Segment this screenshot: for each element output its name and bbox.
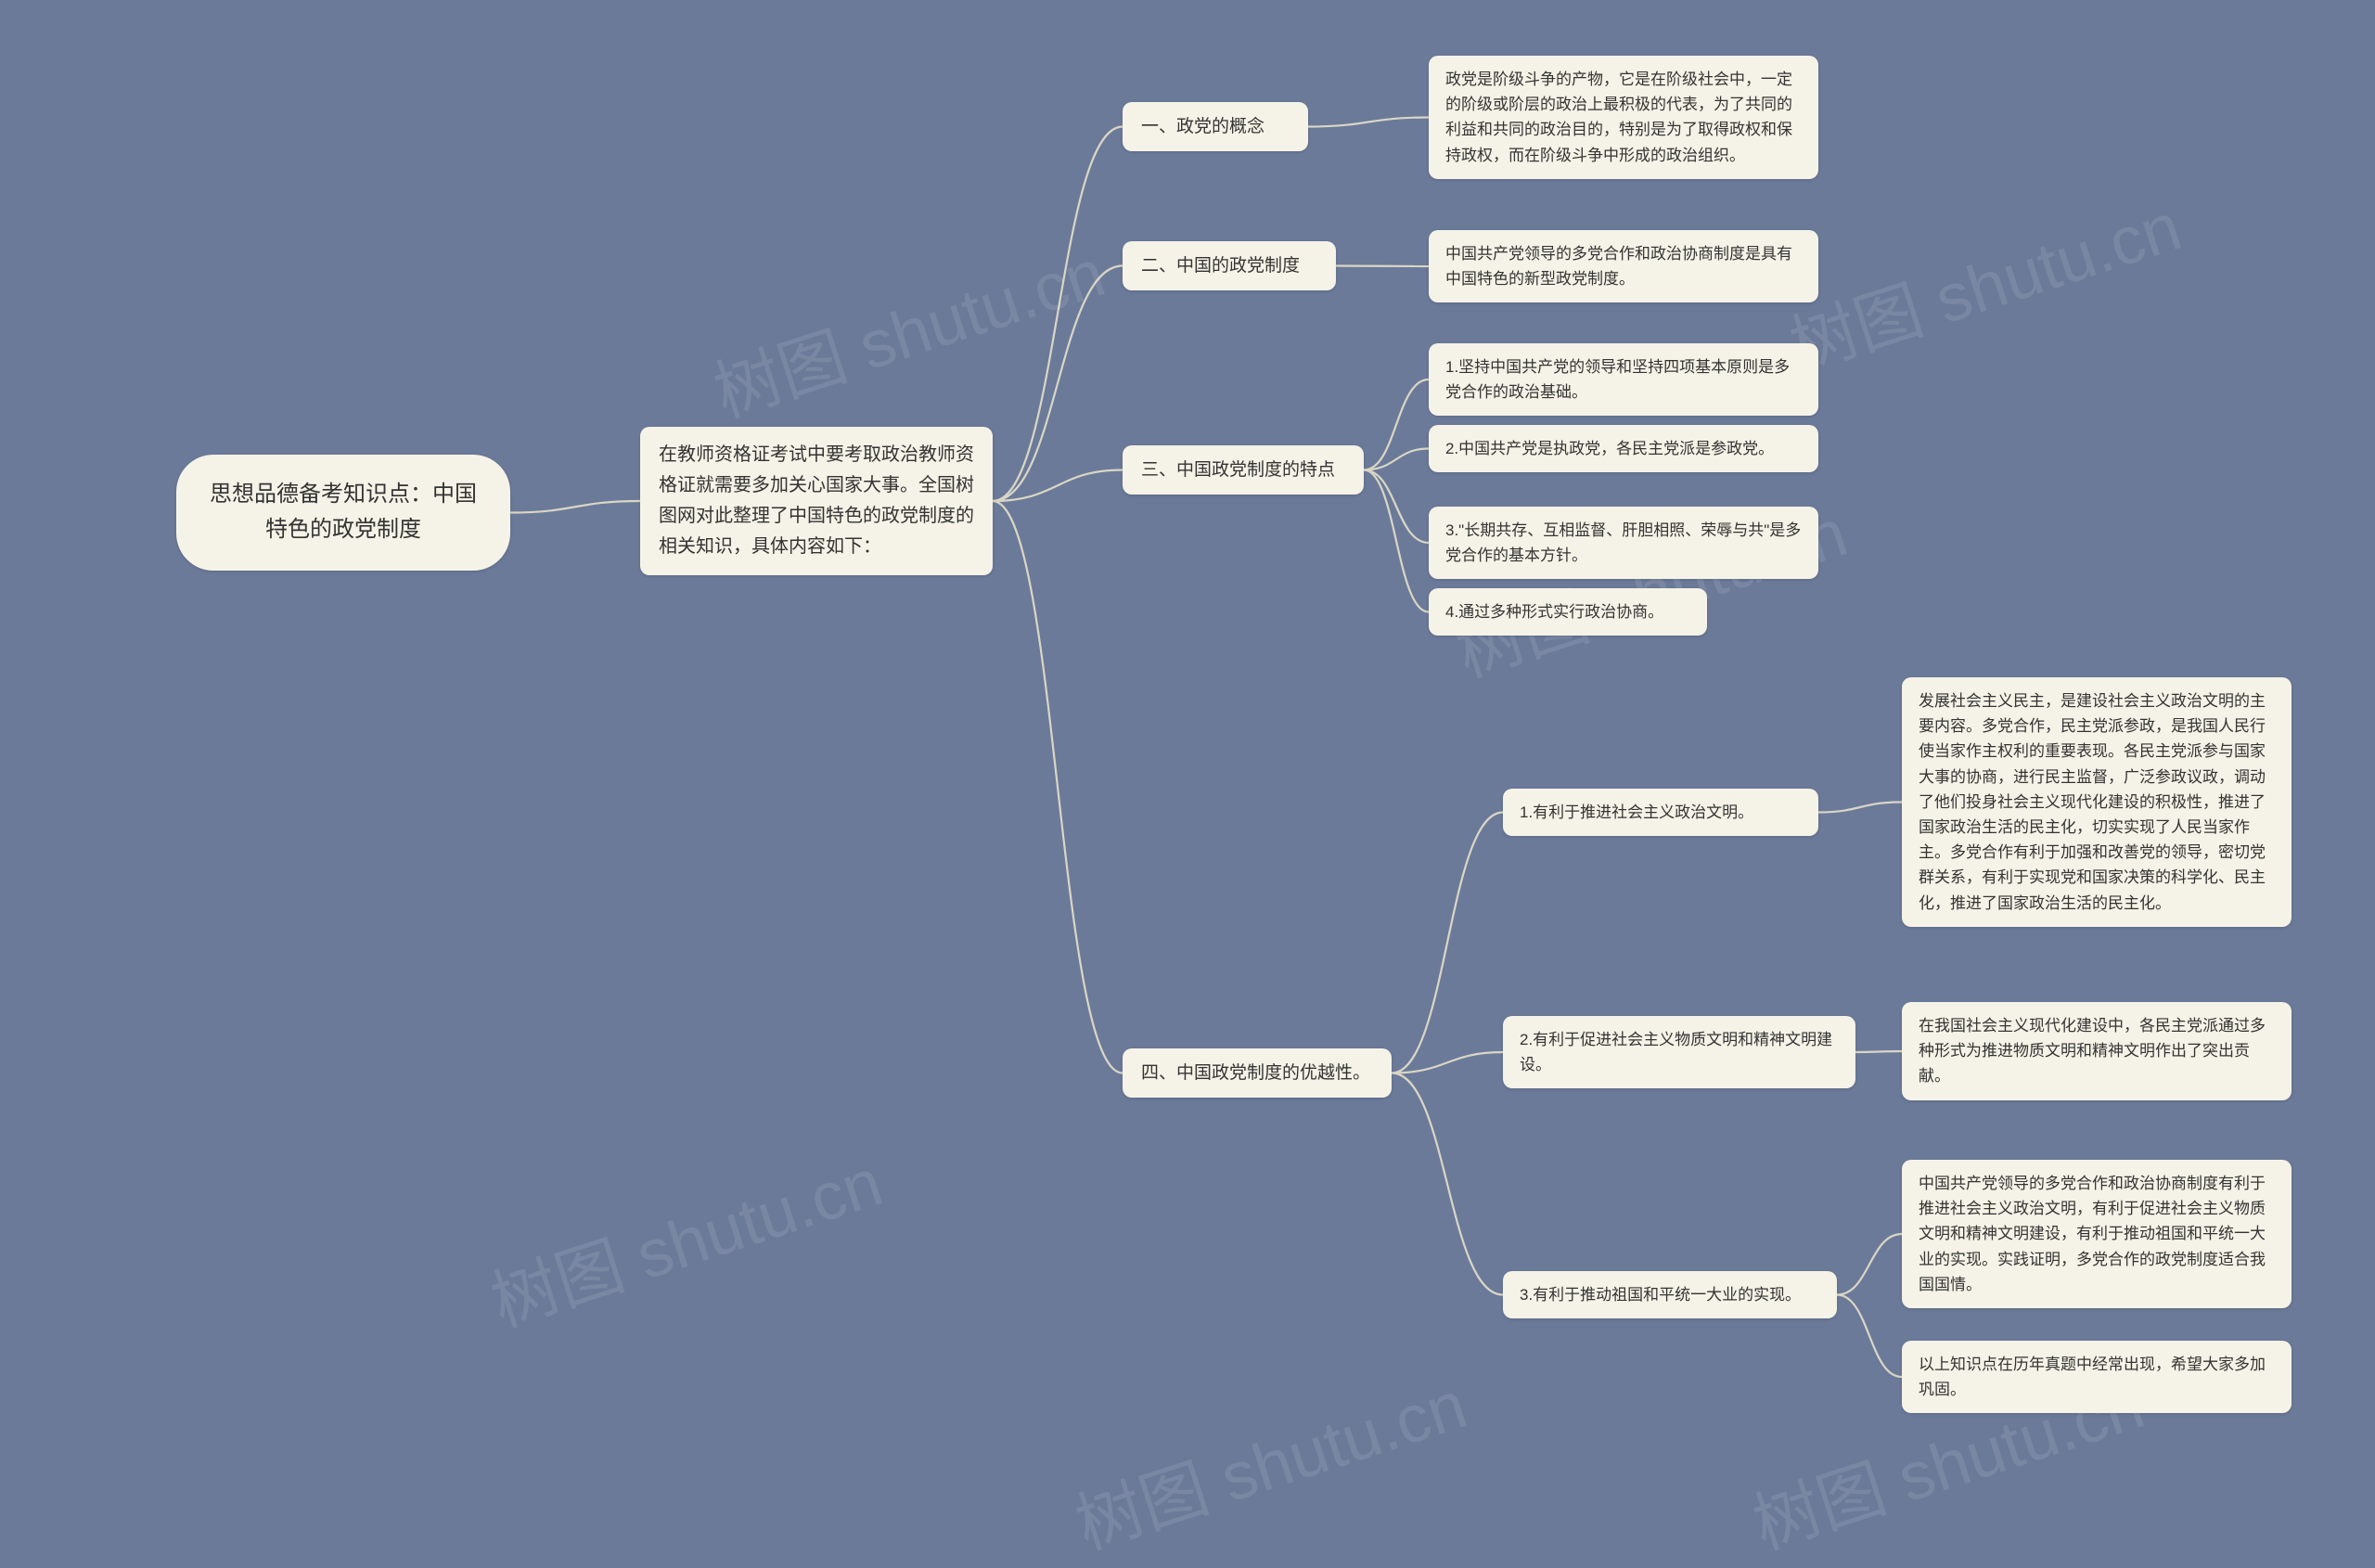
branch-2-child-1[interactable]: 中国共产党领导的多党合作和政治协商制度是具有中国特色的新型政党制度。 (1429, 230, 1818, 302)
branch-4-child-2[interactable]: 2.有利于促进社会主义物质文明和精神文明建设。 (1503, 1016, 1855, 1088)
branch-4-child-3-detail-2[interactable]: 以上知识点在历年真题中经常出现，希望大家多加巩固。 (1902, 1341, 2292, 1413)
branch-3[interactable]: 三、中国政党制度的特点 (1123, 445, 1364, 495)
branch-3-child-1[interactable]: 1.坚持中国共产党的领导和坚持四项基本原则是多党合作的政治基础。 (1429, 343, 1818, 416)
branch-4-child-3-detail-1[interactable]: 中国共产党领导的多党合作和政治协商制度有利于推进社会主义政治文明，有利于促进社会… (1902, 1160, 2292, 1308)
branch-4-child-1[interactable]: 1.有利于推进社会主义政治文明。 (1503, 789, 1818, 836)
branch-3-child-4[interactable]: 4.通过多种形式实行政治协商。 (1429, 588, 1707, 636)
watermark: 树图 shutu.cn (1776, 172, 2190, 390)
branch-3-child-3[interactable]: 3."长期共存、互相监督、肝胆相照、荣辱与共"是多党合作的基本方针。 (1429, 507, 1818, 579)
branch-4-child-3[interactable]: 3.有利于推动祖国和平统一大业的实现。 (1503, 1271, 1837, 1318)
branch-1-child-1[interactable]: 政党是阶级斗争的产物，它是在阶级社会中，一定的阶级或阶层的政治上最积极的代表，为… (1429, 56, 1818, 179)
mindmap-canvas: 树图 shutu.cn 树图 shutu.cn 树图 shutu.cn 树图 s… (0, 0, 2375, 1511)
branch-2[interactable]: 二、中国的政党制度 (1123, 241, 1336, 290)
branch-4-child-2-detail[interactable]: 在我国社会主义现代化建设中，各民主党派通过多种形式为推进物质文明和精神文明作出了… (1902, 1002, 2292, 1100)
branch-4[interactable]: 四、中国政党制度的优越性。 (1123, 1048, 1392, 1098)
branch-3-child-2[interactable]: 2.中国共产党是执政党，各民主党派是参政党。 (1429, 425, 1818, 472)
intro-node[interactable]: 在教师资格证考试中要考取政治教师资格证就需要多加关心国家大事。全国树图网对此整理… (640, 427, 993, 575)
root-node[interactable]: 思想品德备考知识点：中国特色的政党制度 (176, 455, 510, 571)
watermark: 树图 shutu.cn (1061, 1350, 1476, 1568)
branch-1[interactable]: 一、政党的概念 (1123, 102, 1308, 151)
watermark: 树图 shutu.cn (477, 1127, 892, 1345)
watermark: 树图 shutu.cn (700, 218, 1114, 436)
branch-4-child-1-detail[interactable]: 发展社会主义民主，是建设社会主义政治文明的主要内容。多党合作，民主党派参政，是我… (1902, 677, 2292, 927)
